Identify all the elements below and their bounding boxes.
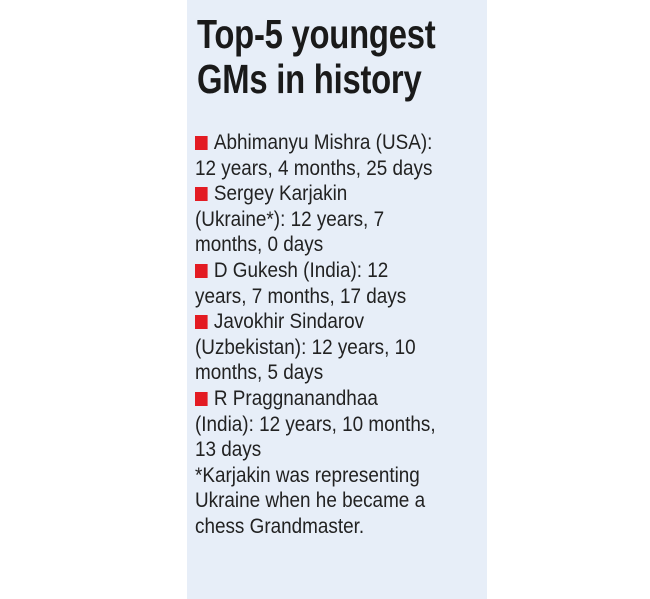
- list-item: D Gukesh (India): 12 years, 7 months, 17…: [195, 258, 436, 309]
- item-text: months, 5 days: [195, 361, 324, 385]
- footnote-line: Ukraine when he became a: [195, 489, 426, 513]
- red-square-bullet-icon: [195, 391, 208, 406]
- infobox-panel: Top-5 youngest GMs in history Abhimanyu …: [187, 0, 487, 599]
- red-square-bullet-icon: [195, 263, 208, 278]
- list-item: Sergey Karjakin (Ukraine*): 12 years, 7 …: [195, 181, 436, 258]
- list-item: R Praggnanandhaa (India): 12 years, 10 m…: [195, 386, 436, 463]
- red-square-bullet-icon: [195, 136, 208, 150]
- list-item: Abhimanyu Mishra (USA): 12 years, 4 mont…: [195, 130, 436, 181]
- item-text: Sergey Karjakin: [213, 182, 348, 206]
- red-square-bullet-icon: [195, 187, 208, 202]
- item-text: 12 years, 4 months, 25 days: [195, 156, 433, 180]
- footnote-line: *Karjakin was representing: [195, 463, 420, 487]
- item-text: Abhimanyu Mishra (USA):: [213, 131, 433, 154]
- red-square-bullet-icon: [195, 315, 208, 330]
- title-line: Top-5 youngest: [197, 11, 436, 57]
- item-text: 13 days: [195, 438, 262, 462]
- title-line: GMs in history: [197, 56, 422, 102]
- item-text: R Praggnanandhaa: [213, 386, 378, 410]
- infobox-title: Top-5 youngest GMs in history: [197, 11, 436, 102]
- item-text: months, 0 days: [195, 233, 324, 257]
- item-text: (Uzbekistan): 12 years, 10: [195, 335, 416, 359]
- item-text: years, 7 months, 17 days: [195, 284, 407, 308]
- item-text: (India): 12 years, 10 months,: [195, 412, 436, 436]
- item-text: (Ukraine*): 12 years, 7: [195, 207, 385, 231]
- item-text: Javokhir Sindarov: [213, 310, 365, 334]
- list-item: Javokhir Sindarov (Uzbekistan): 12 years…: [195, 309, 436, 386]
- item-text: D Gukesh (India): 12: [213, 258, 389, 282]
- footnote-line: chess Grandmaster.: [195, 514, 365, 538]
- gm-list: Abhimanyu Mishra (USA): 12 years, 4 mont…: [195, 130, 436, 540]
- footnote: *Karjakin was representing Ukraine when …: [195, 463, 436, 540]
